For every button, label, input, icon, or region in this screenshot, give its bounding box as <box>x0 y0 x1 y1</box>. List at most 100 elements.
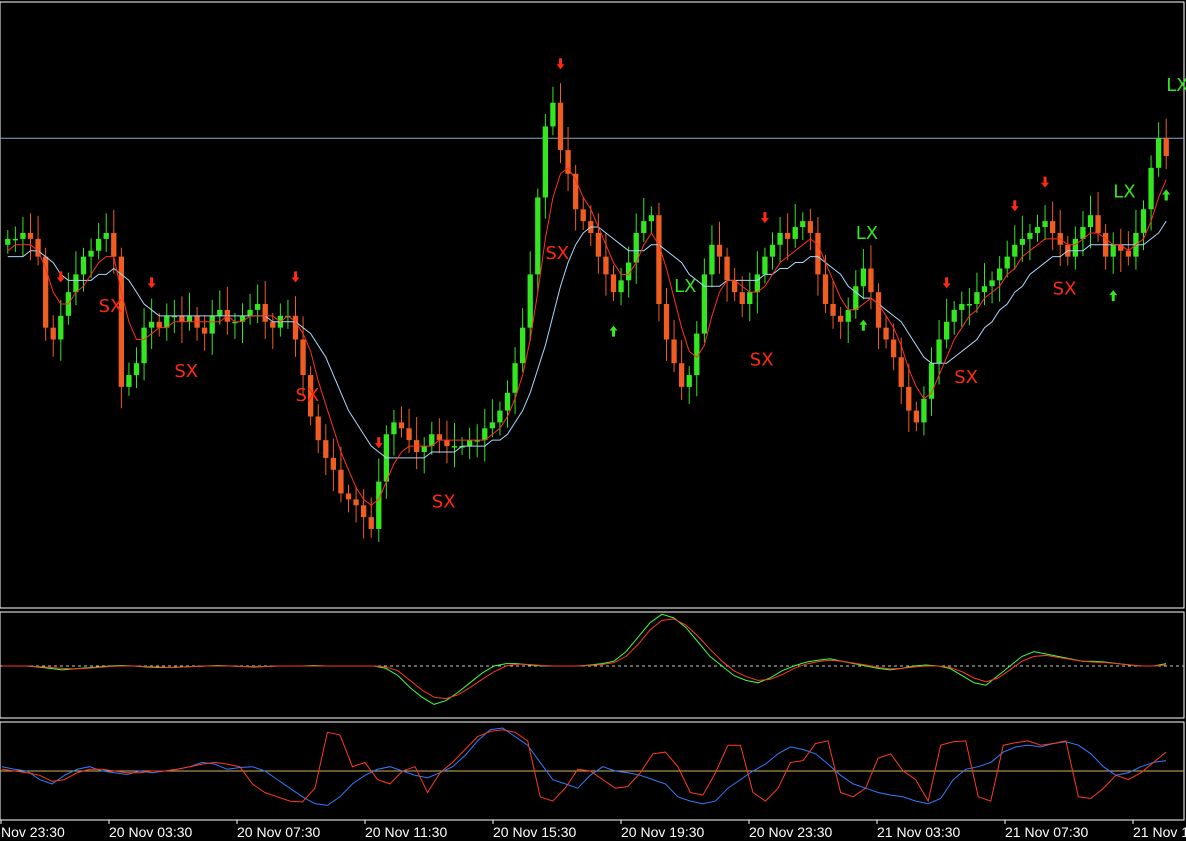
candle-body <box>731 280 738 293</box>
candle-body <box>610 274 617 293</box>
short-exit-label: SX <box>750 349 774 370</box>
arrow-down-icon <box>556 58 565 70</box>
candle-body <box>35 238 41 257</box>
candle-body <box>580 209 586 222</box>
candle-body <box>777 232 783 245</box>
oscillator-layer <box>0 613 1184 705</box>
candle-body <box>1148 167 1154 210</box>
time-tick-label: 20 Nov 15:30 <box>493 824 576 840</box>
candle-body <box>535 197 541 275</box>
candle-body <box>292 315 299 340</box>
candle-body <box>822 274 829 304</box>
arrow-down-icon <box>147 277 156 289</box>
candle-body <box>474 440 480 442</box>
candle-body <box>747 292 753 304</box>
candle-body <box>368 517 374 529</box>
candle-body <box>671 339 677 364</box>
candle-body <box>1095 215 1101 233</box>
candle-body <box>1034 227 1041 233</box>
candle-body <box>837 315 844 322</box>
candle-body <box>156 321 162 328</box>
long-exit-label: LX <box>1166 75 1186 96</box>
candle-body <box>254 304 261 310</box>
candle-body <box>58 315 64 340</box>
time-tick-label: 20 Nov 03:30 <box>109 824 192 840</box>
short-exit-label: SX <box>99 296 123 317</box>
candle-body <box>928 363 935 399</box>
candle-body <box>171 315 178 318</box>
arrow-down-icon <box>1041 176 1050 188</box>
candle-body <box>701 274 708 334</box>
candle-body <box>345 493 352 500</box>
arrow-up-icon <box>1162 189 1171 201</box>
stochastic-line-red <box>1 729 1167 803</box>
candle-body <box>330 457 337 470</box>
candle-body <box>209 315 215 334</box>
arrow-down-icon <box>942 277 951 289</box>
candle-body <box>27 232 34 239</box>
candle-body <box>694 333 700 376</box>
candle-body <box>739 292 745 304</box>
short-exit-label: SX <box>296 385 320 406</box>
candle-body <box>398 422 405 429</box>
candle-body <box>247 309 253 316</box>
candle-body <box>504 392 511 411</box>
candle-body <box>572 173 579 210</box>
candle-body <box>179 315 185 322</box>
candle-body <box>360 505 367 518</box>
short-exit-label: SX <box>954 367 978 388</box>
candle-body <box>50 327 56 340</box>
candle-body <box>164 315 170 328</box>
candle-body <box>868 268 874 293</box>
time-axis: Nov 23:30 20 Nov 03:30 20 Nov 07:30 20 Nov … <box>0 820 1186 840</box>
candle-body <box>663 304 670 340</box>
candle-body <box>641 221 647 233</box>
ma-fast-line <box>7 167 1167 506</box>
candle-body <box>996 268 1003 281</box>
candle-body <box>20 232 26 239</box>
candle-body <box>716 244 723 257</box>
time-tick-label: 20 Nov 23:30 <box>749 824 832 840</box>
candle-body <box>974 292 980 304</box>
candle-body <box>12 238 19 241</box>
arrow-down-icon <box>1010 200 1019 212</box>
candle-body <box>966 304 973 306</box>
candle-body <box>482 428 488 441</box>
arrow-down-icon <box>760 212 769 224</box>
candle-body <box>307 375 314 417</box>
candle-body <box>595 232 602 257</box>
candle-body <box>141 327 147 364</box>
candle-body <box>807 221 814 233</box>
candle-body <box>285 315 291 318</box>
stochastic-layer <box>0 727 1184 806</box>
arrow-down-icon <box>374 437 383 449</box>
time-tick-label: 20 Nov 19:30 <box>621 824 704 840</box>
candle-body <box>300 339 306 376</box>
candle-body <box>421 446 427 452</box>
candle-body <box>913 410 920 423</box>
candle-body <box>519 327 526 364</box>
candle-body <box>1072 238 1079 257</box>
candle-body <box>1027 232 1033 239</box>
candle-body <box>769 244 776 257</box>
candle-body <box>217 309 223 316</box>
short-exit-label: SX <box>1053 278 1077 299</box>
candle-body <box>459 446 465 448</box>
candle-body <box>709 244 715 275</box>
price-layer: SX SX SX SX SX LX SX LX SX SX LX LX <box>0 58 1186 542</box>
candle-body <box>618 280 624 293</box>
candle-body <box>724 256 730 281</box>
candle-body <box>497 410 503 423</box>
candle-body <box>890 339 897 358</box>
candle-body <box>527 274 533 328</box>
time-tick-label: 21 Nov 03:30 <box>877 824 960 840</box>
time-tick-label: Nov 23:30 <box>1 824 65 840</box>
candle-body <box>201 327 208 334</box>
candle-body <box>565 150 571 174</box>
short-exit-label: SX <box>174 361 198 382</box>
candle-body <box>625 262 632 281</box>
candle-body <box>406 428 412 441</box>
candle-body <box>338 469 344 494</box>
candle-body <box>1118 244 1124 251</box>
